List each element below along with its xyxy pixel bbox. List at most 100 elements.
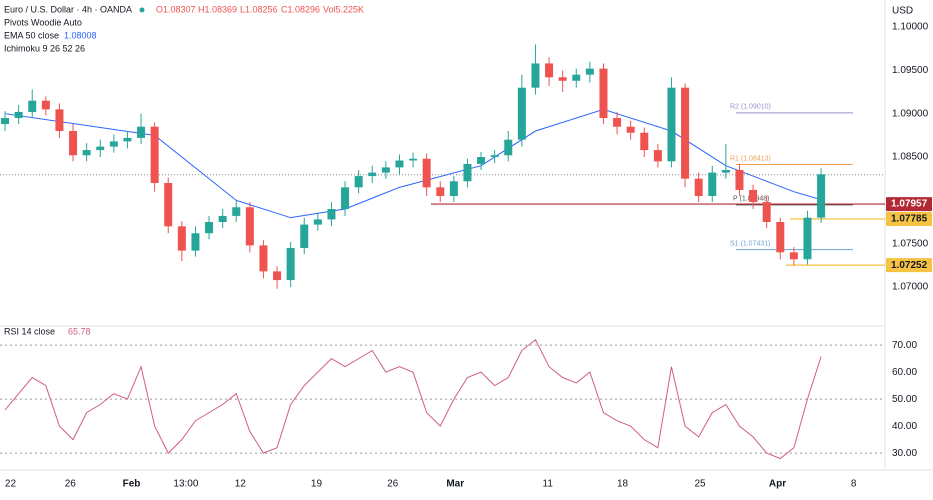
ema-value: 1.08008 bbox=[64, 30, 97, 40]
candle-body bbox=[273, 271, 282, 281]
candle-body bbox=[109, 141, 118, 147]
candle-body bbox=[694, 178, 703, 197]
status-dot bbox=[139, 7, 145, 13]
candle-body bbox=[55, 109, 64, 132]
candle-body bbox=[341, 187, 350, 210]
candle-body bbox=[164, 183, 173, 227]
candle-body bbox=[327, 209, 336, 220]
price-tag-label: 1.07957 bbox=[891, 199, 928, 210]
candle-body bbox=[558, 77, 567, 81]
ichimoku-legend: Ichimoku 9 26 52 26 bbox=[4, 43, 85, 53]
x-tick-label: 26 bbox=[65, 479, 77, 490]
symbol: Euro / U.S. Dollar · 4h · OANDA bbox=[4, 4, 132, 14]
candle-body bbox=[667, 87, 676, 162]
candle-body bbox=[381, 167, 390, 173]
candle-body bbox=[41, 100, 50, 110]
candle-body bbox=[422, 158, 431, 188]
volume: Vol5.225K bbox=[323, 4, 364, 14]
pivots-legend: Pivots Woodie Auto bbox=[4, 17, 82, 27]
candle-body bbox=[749, 189, 758, 203]
rsi-tick-label: 40.00 bbox=[892, 421, 917, 432]
candle-body bbox=[232, 207, 241, 216]
candle-body bbox=[613, 118, 622, 127]
pivot-label: S1 (1.07431) bbox=[730, 240, 770, 247]
ohlc: C1.08296 bbox=[281, 4, 320, 14]
x-tick-label: 19 bbox=[311, 479, 323, 490]
candle-body bbox=[96, 146, 105, 151]
candle-body bbox=[817, 174, 826, 218]
candle-body bbox=[82, 150, 91, 156]
x-tick-label: Mar bbox=[446, 479, 464, 490]
price-tag bbox=[886, 211, 932, 226]
pivot-label: R2 (1.09010) bbox=[730, 104, 771, 111]
candle-body bbox=[626, 126, 635, 133]
candle-body bbox=[286, 247, 295, 281]
candle-body bbox=[572, 74, 581, 81]
candle-body bbox=[531, 63, 540, 88]
x-tick-label: 25 bbox=[694, 479, 706, 490]
rsi-tick-label: 30.00 bbox=[892, 448, 917, 459]
candle-body bbox=[409, 158, 418, 161]
candle-body bbox=[735, 170, 744, 190]
x-tick-label: 18 bbox=[617, 479, 629, 490]
price-tag-label: 1.07252 bbox=[891, 260, 928, 271]
x-tick-label: 8 bbox=[851, 479, 857, 490]
candle-body bbox=[28, 100, 37, 112]
candle-body bbox=[490, 155, 499, 158]
y-tick-label: 1.07000 bbox=[892, 282, 929, 293]
candle-body bbox=[191, 233, 200, 251]
legend: Euro / U.S. Dollar · 4h · OANDA O1.08307… bbox=[4, 4, 913, 336]
x-tick-label: Apr bbox=[769, 479, 786, 490]
y-tick-label: 1.09500 bbox=[892, 65, 929, 76]
candle-body bbox=[150, 126, 159, 184]
candle-body bbox=[653, 150, 662, 162]
candle-body bbox=[463, 163, 472, 182]
rsi-tick-label: 70.00 bbox=[892, 340, 917, 351]
x-tick-label: 11 bbox=[543, 479, 554, 490]
candle-body bbox=[368, 172, 377, 177]
candle-body bbox=[599, 68, 608, 119]
candle-body bbox=[218, 215, 227, 223]
candle-body bbox=[1, 118, 10, 125]
candle-body bbox=[300, 224, 309, 248]
ohlc: O1.08307 bbox=[156, 4, 196, 14]
ema-legend: EMA 50 close bbox=[4, 30, 59, 40]
candle-body bbox=[14, 111, 23, 119]
candle-body bbox=[259, 245, 268, 272]
price-tag-label: 1.07785 bbox=[891, 214, 928, 225]
rsi-legend: RSI 14 close bbox=[4, 326, 55, 336]
candle-body bbox=[477, 157, 486, 164]
ohlc: H1.08369 bbox=[198, 4, 237, 14]
rsi-tick-label: 50.00 bbox=[892, 394, 917, 405]
price-tag bbox=[886, 197, 932, 212]
candle-body bbox=[137, 126, 146, 138]
ohlc: L1.08256 bbox=[240, 4, 278, 14]
candle-body bbox=[517, 87, 526, 140]
candle-body bbox=[640, 132, 649, 151]
candle-body bbox=[708, 172, 717, 197]
candle-body bbox=[762, 202, 771, 223]
candle-body bbox=[504, 139, 513, 156]
price-tag bbox=[886, 258, 932, 273]
candle-body bbox=[245, 207, 254, 246]
y-tick-label: 1.07500 bbox=[892, 238, 929, 249]
x-tick-label: 12 bbox=[235, 479, 247, 490]
y-tick-label: 1.10000 bbox=[892, 22, 929, 33]
candle-body bbox=[205, 222, 214, 234]
candle-body bbox=[545, 63, 554, 78]
candle-body bbox=[585, 68, 594, 75]
candle-body bbox=[354, 176, 363, 188]
candle-body bbox=[449, 181, 458, 197]
candle-body bbox=[123, 137, 132, 142]
y-tick-label: 1.09000 bbox=[892, 108, 929, 119]
currency: USD bbox=[892, 6, 913, 17]
candle-body bbox=[776, 222, 785, 253]
candle-body bbox=[313, 219, 322, 225]
pivot-label: R1 (1.08413) bbox=[730, 155, 771, 162]
x-tick-label: Feb bbox=[123, 479, 141, 490]
candle-body bbox=[721, 170, 730, 173]
x-tick-label: 26 bbox=[387, 479, 399, 490]
candle-body bbox=[177, 226, 186, 251]
candle-body bbox=[395, 160, 404, 168]
